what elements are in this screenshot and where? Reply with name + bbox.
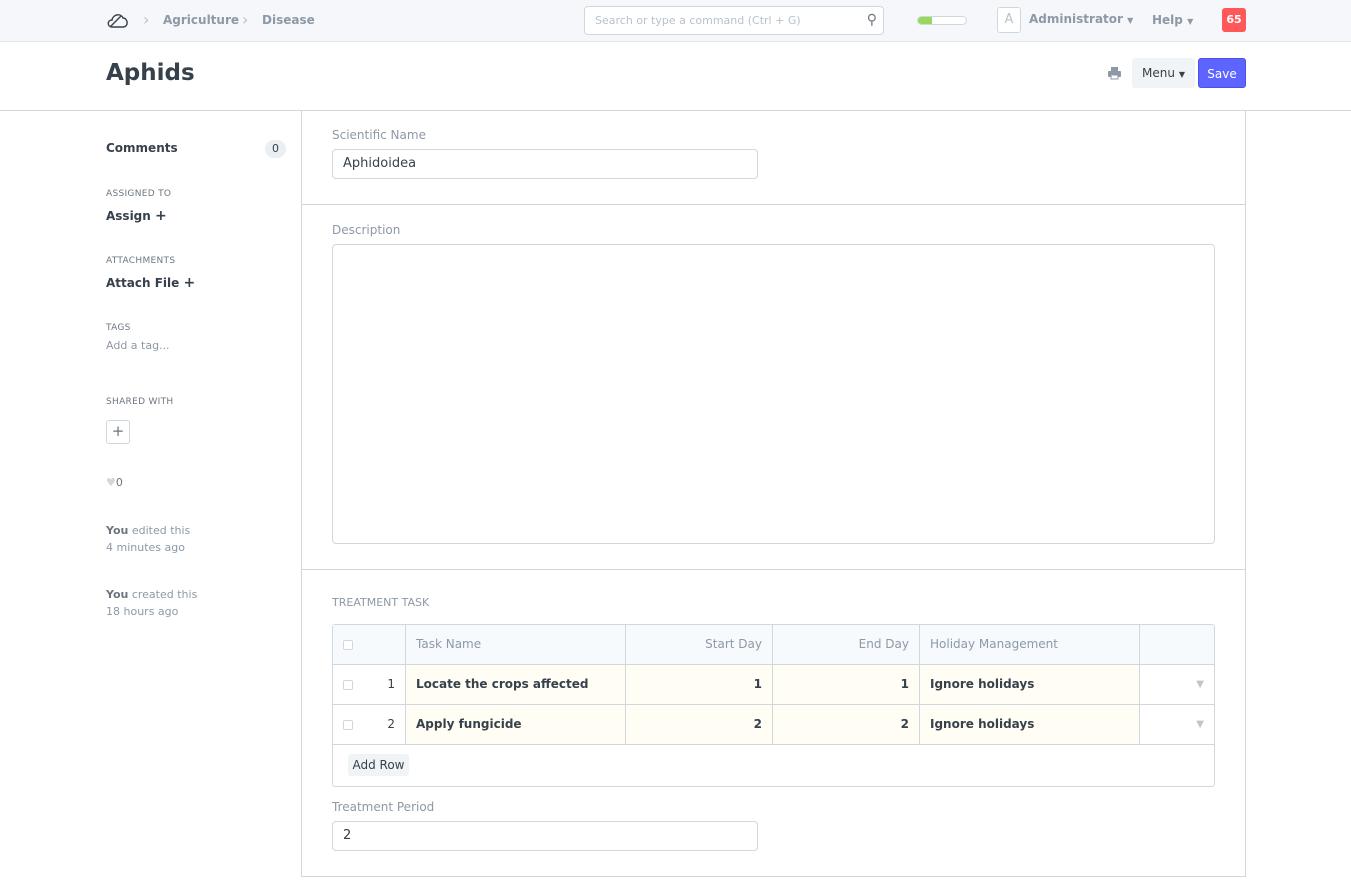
assign-link[interactable]: Assign + [106,208,167,224]
treatment-task-table: Task Name Start Day End Day Holiday Mana… [332,624,1215,787]
section-divider [302,569,1245,570]
column-header-end-day: End Day [773,625,920,664]
user-name: Administrator [1029,12,1123,26]
activity-action: edited this [128,524,191,537]
scientific-name-input[interactable]: Aphidoidea [332,149,758,179]
divider [333,664,1214,665]
comments-count: 0 [265,140,286,158]
home-logo-icon[interactable] [106,10,130,30]
share-add-button[interactable]: + [106,420,130,444]
column-header-actions [1140,625,1214,664]
notification-badge[interactable]: 65 [1222,8,1246,32]
navbar: › Agriculture › Disease Search or type a… [0,0,1351,42]
column-header-holiday-management: Holiday Management [920,625,1140,664]
caret-down-icon: ▼ [1187,17,1194,26]
description-label: Description [332,223,401,237]
task-name-cell[interactable]: Apply fungicide [406,705,626,744]
holiday-management-cell[interactable]: Ignore holidays [920,705,1140,744]
divider [333,704,1214,705]
help-label: Help [1152,13,1183,27]
user-menu[interactable]: Administrator ▼ [1029,12,1133,26]
select-all-cell [333,625,406,664]
heart-icon: ♥ [106,476,116,489]
plus-icon: + [183,275,196,291]
end-day-cell[interactable]: 1 [773,665,920,704]
search-placeholder: Search or type a command (Ctrl + G) [595,14,801,27]
row-edit-dropdown-icon[interactable]: ▼ [1196,679,1204,690]
like-count: 0 [115,476,123,489]
activity-time: 18 hours ago [106,605,179,618]
end-day-cell[interactable]: 2 [773,705,920,744]
activity-time: 4 minutes ago [106,541,185,554]
plus-icon: + [111,422,125,440]
column-header-start-day: Start Day [626,625,773,664]
activity-user: You [106,588,129,601]
scientific-name-label: Scientific Name [332,128,426,142]
plus-icon: + [155,208,167,224]
holiday-management-cell[interactable]: Ignore holidays [920,665,1140,704]
caret-down-icon: ▼ [1178,70,1185,79]
row-index: 1 [387,677,395,691]
assign-label: Assign [106,209,151,223]
avatar[interactable]: A [997,7,1021,33]
activity-item: You edited this 4 minutes ago [106,522,190,556]
row-index: 2 [387,717,395,731]
like-button[interactable]: ♥0 [106,476,123,489]
treatment-period-label: Treatment Period [332,800,435,814]
row-index-cell: 1 [333,665,406,704]
comments-label[interactable]: Comments [106,141,178,155]
attach-label: Attach File [106,276,180,290]
select-all-checkbox[interactable] [343,640,353,650]
progress-fill [918,17,933,24]
treatment-period-input[interactable]: 2 [332,821,758,851]
row-index-cell: 2 [333,705,406,744]
breadcrumb-disease[interactable]: Disease [262,13,315,27]
divider [333,744,1214,745]
menu-button[interactable]: Menu ▼ [1132,58,1195,88]
breadcrumb-agriculture[interactable]: Agriculture [163,13,240,27]
save-button[interactable]: Save [1198,58,1246,88]
add-row-button[interactable]: Add Row [348,754,409,776]
chevron-right-icon: › [242,10,249,29]
start-day-cell[interactable]: 2 [626,705,773,744]
divider [0,110,1351,111]
search-input[interactable]: Search or type a command (Ctrl + G) ⚲ [584,6,884,35]
treatment-task-heading: TREATMENT TASK [332,596,430,609]
activity-action: created this [128,588,198,601]
activity-item: You created this 18 hours ago [106,586,197,620]
caret-down-icon: ▼ [1127,16,1134,25]
section-divider [302,204,1245,205]
description-textarea[interactable] [332,244,1215,544]
row-checkbox[interactable] [343,720,353,730]
row-checkbox[interactable] [343,680,353,690]
activity-user: You [106,524,129,537]
add-tag-input[interactable]: Add a tag... [106,339,170,352]
search-icon: ⚲ [866,12,877,28]
assigned-heading: ASSIGNED TO [106,189,172,199]
progress-bar [917,16,967,25]
start-day-cell[interactable]: 1 [626,665,773,704]
shared-heading: SHARED WITH [106,397,174,407]
chevron-right-icon: › [143,10,150,29]
column-header-task-name: Task Name [406,625,626,664]
row-edit-dropdown-icon[interactable]: ▼ [1196,719,1204,730]
table-row[interactable]: 2 Apply fungicide 2 2 Ignore holidays ▼ [333,705,1214,745]
task-name-cell[interactable]: Locate the crops affected [406,665,626,704]
table-row[interactable]: 1 Locate the crops affected 1 1 Ignore h… [333,665,1214,705]
print-icon[interactable] [1107,66,1122,80]
help-menu[interactable]: Help ▼ [1152,13,1193,27]
attach-file-link[interactable]: Attach File + [106,275,195,291]
page-title: Aphids [106,60,195,86]
tags-heading: TAGS [106,323,131,333]
menu-label: Menu [1142,66,1175,80]
form-panel [301,110,1246,877]
attachments-heading: ATTACHMENTS [106,256,176,266]
